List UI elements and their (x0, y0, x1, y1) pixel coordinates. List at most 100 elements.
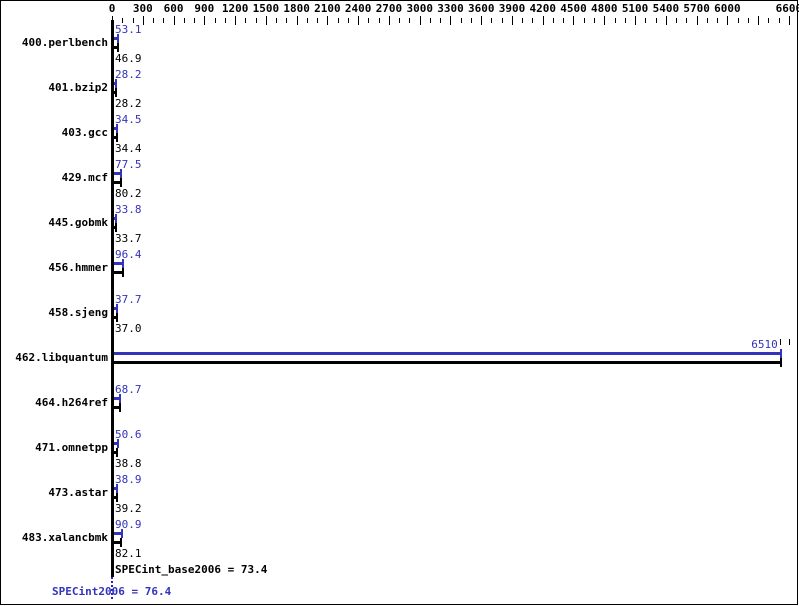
base-value-label: 38.8 (115, 457, 142, 470)
x-axis-tick-label: 2100 (314, 2, 341, 15)
x-axis-minor-tick (737, 18, 739, 23)
x-axis-minor-tick (645, 18, 647, 23)
peak-bar-endcap (119, 394, 122, 403)
base-bar-endcap (115, 223, 118, 232)
base-bar (112, 46, 117, 49)
base-bar-endcap (115, 448, 118, 457)
x-axis-minor-tick (624, 18, 626, 23)
base-bar-endcap (115, 313, 118, 322)
peak-bar (112, 262, 122, 265)
peak-bar-endcap (115, 124, 118, 133)
benchmark-label: 456.hmmer (48, 261, 108, 274)
peak-value-label: 37.7 (115, 293, 142, 306)
peak-bar-endcap (115, 304, 118, 313)
x-axis-minor-tick (399, 18, 401, 23)
x-axis-minor-tick (440, 18, 442, 23)
x-axis-tick-label: 5100 (621, 2, 649, 15)
specint2006-summary: SPECint2006 = 76.4 (52, 585, 172, 598)
benchmark-label: 403.gcc (61, 126, 108, 139)
peak-bar-endcap (117, 439, 120, 448)
x-axis-minor-tick (676, 18, 678, 23)
x-axis-major-tick (511, 16, 513, 25)
x-axis-minor-tick (460, 18, 462, 23)
base-value-label: 80.2 (115, 187, 142, 200)
x-axis-minor-tick (276, 18, 278, 23)
x-axis-tick-label: 4200 (529, 2, 557, 15)
peak-bar-endcap (779, 349, 782, 358)
base-bar-endcap (120, 538, 123, 547)
x-axis-major-tick (265, 16, 267, 25)
peak-bar-endcap (114, 79, 117, 88)
x-axis-minor-tick (245, 18, 247, 23)
x-axis-minor-tick (255, 18, 257, 23)
x-axis-minor-tick (183, 18, 185, 23)
base-bar-endcap (120, 178, 123, 187)
x-axis-minor-tick (706, 18, 708, 23)
x-axis-major-tick (481, 16, 483, 25)
base-bar (112, 406, 120, 409)
base-value-label: 34.4 (115, 142, 142, 155)
benchmark-label: 401.bzip2 (48, 81, 108, 94)
specint-base2006-summary: SPECint_base2006 = 73.4 (115, 563, 268, 576)
x-axis-major-tick (235, 16, 237, 25)
benchmark-label: 473.astar (48, 486, 108, 499)
x-axis-minor-tick (163, 18, 165, 23)
peak-bar-endcap (115, 214, 118, 223)
x-axis-major-tick (635, 16, 637, 25)
base-bar-endcap (119, 403, 122, 412)
x-axis-minor-tick (214, 18, 216, 23)
x-axis-major-tick (173, 16, 175, 25)
x-axis-minor-tick (224, 18, 226, 23)
x-axis-major-tick (573, 16, 575, 25)
x-axis-tick-label: 3000 (406, 2, 433, 15)
base-value-label: 28.2 (115, 97, 142, 110)
x-axis-minor-tick (522, 18, 524, 23)
base-bar-endcap (116, 493, 119, 502)
x-axis-minor-tick (583, 18, 585, 23)
zero-axis-dotted-extension (111, 577, 113, 599)
x-axis-minor-tick (747, 18, 749, 23)
x-axis-minor-tick (306, 18, 308, 23)
x-axis-tick-label: 1200 (221, 2, 249, 15)
benchmark-label: 458.sjeng (48, 306, 108, 319)
peak-value-label: 96.4 (115, 248, 142, 261)
x-axis-minor-tick (337, 18, 339, 23)
peak-value-label: 34.5 (115, 113, 142, 126)
base-bar-endcap (115, 133, 118, 142)
base-bar (112, 181, 121, 184)
x-axis-minor-tick (768, 18, 770, 23)
x-axis-minor-tick (132, 18, 134, 23)
base-value-label: 46.9 (115, 52, 142, 65)
peak-bar-endcap (115, 484, 118, 493)
x-axis-minor-tick (491, 18, 493, 23)
peak-value-label: 53.1 (115, 23, 142, 36)
x-axis-tick-label: 600 (163, 2, 184, 15)
x-axis-tick-label: 2400 (344, 2, 372, 15)
x-axis-major-tick (388, 16, 390, 25)
x-axis-minor-tick (194, 18, 196, 23)
peak-bar-endcap (121, 259, 124, 268)
x-axis-minor-tick (532, 18, 534, 23)
x-axis-minor-tick (686, 18, 688, 23)
peak-value-label: 77.5 (115, 158, 142, 171)
base-value-label: 39.2 (115, 502, 142, 515)
x-axis-minor-tick (286, 18, 288, 23)
peak-bar (112, 352, 780, 355)
base-bar-endcap (779, 358, 782, 367)
x-axis-major-tick (542, 16, 544, 25)
x-axis-major-tick (327, 16, 329, 25)
x-axis-major-tick (758, 16, 760, 25)
x-axis-tick-label: 2700 (375, 2, 403, 15)
benchmark-label: 429.mcf (61, 171, 108, 184)
peak-value-label: 6510 (751, 338, 778, 351)
peak-value-label: 38.9 (115, 473, 142, 486)
x-axis-tick-label: 5700 (683, 2, 710, 15)
base-value-label: 33.7 (115, 232, 142, 245)
x-axis-tick-label: 300 (132, 2, 153, 15)
x-axis-major-tick (450, 16, 452, 25)
benchmark-label: 464.h264ref (35, 396, 108, 409)
x-axis-tick-label: 5400 (652, 2, 680, 15)
x-axis-minor-tick (347, 18, 349, 23)
peak-bar (112, 37, 118, 40)
